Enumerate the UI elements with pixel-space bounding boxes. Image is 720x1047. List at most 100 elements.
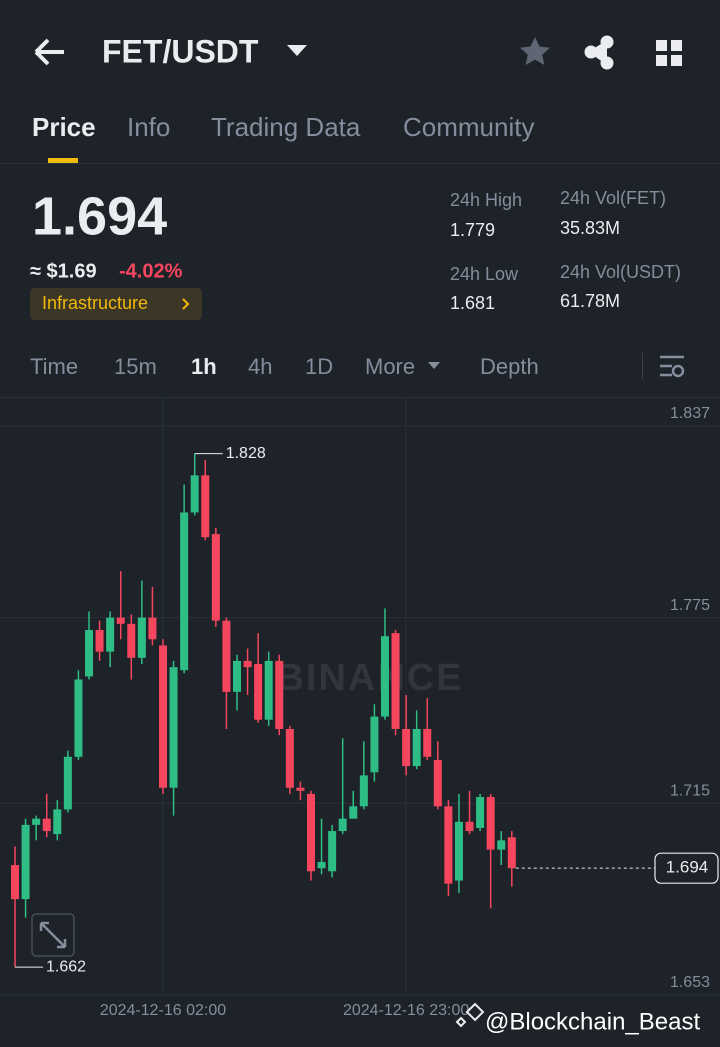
candle-body: [106, 617, 115, 652]
tab[interactable]: Info: [127, 112, 170, 142]
y-tick-label: 1.837: [670, 405, 710, 422]
candle-body: [85, 629, 94, 677]
candle-body: [507, 837, 516, 869]
last-price-label: 1.694: [666, 858, 709, 877]
candle-body: [21, 824, 30, 900]
pair-dropdown[interactable]: [287, 45, 307, 56]
watermark: BINANCE: [276, 657, 463, 699]
candle-body: [232, 660, 241, 692]
candle-body: [275, 660, 284, 729]
divider: [0, 397, 720, 398]
candle-body: [476, 797, 485, 828]
stat-label: 24h Vol(USDT): [560, 262, 681, 282]
stat-value: 1.779: [450, 220, 495, 240]
timeframe[interactable]: More: [365, 354, 415, 379]
price-change: -4.02%: [119, 260, 183, 282]
candle-body: [63, 756, 72, 810]
candle-body: [32, 818, 41, 825]
extreme-label: 1.662: [46, 958, 86, 975]
y-tick-label: 1.775: [670, 597, 710, 614]
favorite-icon[interactable]: [520, 37, 550, 65]
stat-value: 61.78M: [560, 291, 620, 311]
candle-body: [423, 728, 432, 757]
more-dropdown[interactable]: [428, 362, 440, 369]
candle-body: [137, 617, 146, 658]
candle-body: [349, 806, 358, 819]
candle-body: [454, 821, 463, 881]
separator: [642, 353, 643, 379]
pair-title[interactable]: FET/USDT: [102, 33, 259, 69]
tab[interactable]: Price: [32, 112, 96, 142]
candle-body: [11, 865, 20, 900]
candle-body: [306, 793, 315, 872]
fiat-price: ≈ $1.69: [30, 260, 97, 282]
stat-value: 1.681: [450, 293, 495, 313]
candle-body: [486, 797, 495, 850]
chart-settings-icon[interactable]: [660, 355, 685, 378]
y-tick-label: 1.653: [670, 974, 710, 991]
candle-body: [328, 831, 337, 872]
candle-body: [433, 759, 442, 807]
divider: [0, 163, 720, 164]
candle-body: [148, 617, 157, 640]
tag-arrow: [182, 298, 190, 310]
timeframe[interactable]: 15m: [114, 354, 157, 379]
credit-logo: [455, 1002, 485, 1028]
timeframe[interactable]: 1D: [305, 354, 333, 379]
active-tab-indicator: [48, 158, 78, 163]
candle-body: [169, 667, 178, 788]
expand-button[interactable]: [31, 913, 75, 957]
candle-body: [42, 818, 51, 832]
last-price-box: [654, 852, 719, 884]
candle-body: [74, 679, 83, 757]
candle-body: [264, 660, 273, 720]
candle-body: [201, 475, 210, 538]
candle-body: [412, 728, 421, 767]
candle-body: [444, 806, 453, 884]
candle-body: [465, 821, 474, 832]
back-button[interactable]: [34, 38, 64, 66]
tag-label[interactable]: Infrastructure: [42, 293, 148, 313]
candle-body: [497, 840, 506, 850]
candle-body: [338, 818, 347, 832]
candle-body: [190, 475, 199, 513]
candle-body: [254, 664, 263, 720]
share-icon[interactable]: [584, 35, 614, 70]
timeframe[interactable]: 4h: [248, 354, 272, 379]
candle-body: [402, 728, 411, 767]
timeframe[interactable]: Depth: [480, 354, 539, 379]
candle-body: [222, 620, 231, 692]
tab[interactable]: Trading Data: [211, 112, 361, 142]
x-tick-label: 2024-12-16 23:00: [343, 1002, 469, 1019]
stat-label: 24h High: [450, 190, 522, 210]
stat-value: 35.83M: [560, 218, 620, 238]
candle-body: [53, 809, 62, 835]
last-price: 1.694: [32, 186, 167, 246]
timeframe[interactable]: 1h: [191, 354, 217, 379]
candle-body: [159, 645, 167, 788]
candle-body: [211, 534, 220, 621]
candle-body: [296, 787, 305, 791]
stat-label: 24h Low: [450, 264, 519, 284]
candle-body: [317, 861, 326, 869]
candle-body: [285, 728, 294, 788]
candlestick-chart: BINANCE 1.653 1.715 1.775 1.837 2024-12-16 02…: [0, 398, 720, 1019]
candle-body: [380, 636, 389, 717]
timeframe[interactable]: Time: [30, 354, 78, 379]
candle-body: [359, 775, 368, 807]
tag-badge[interactable]: [30, 288, 202, 320]
candle-body: [370, 716, 379, 773]
y-tick-label: 1.715: [670, 782, 710, 799]
candle-body: [116, 617, 125, 624]
x-tick-label: 2024-12-16 02:00: [100, 1002, 226, 1019]
grid-icon[interactable]: [656, 40, 682, 66]
candle-body: [391, 633, 400, 729]
stat-label: 24h Vol(FET): [560, 188, 666, 208]
tab[interactable]: Community: [403, 112, 534, 142]
candle-body: [180, 512, 189, 671]
extreme-label: 1.828: [226, 445, 266, 462]
credit-watermark: @Blockchain_Beast: [485, 1008, 700, 1035]
